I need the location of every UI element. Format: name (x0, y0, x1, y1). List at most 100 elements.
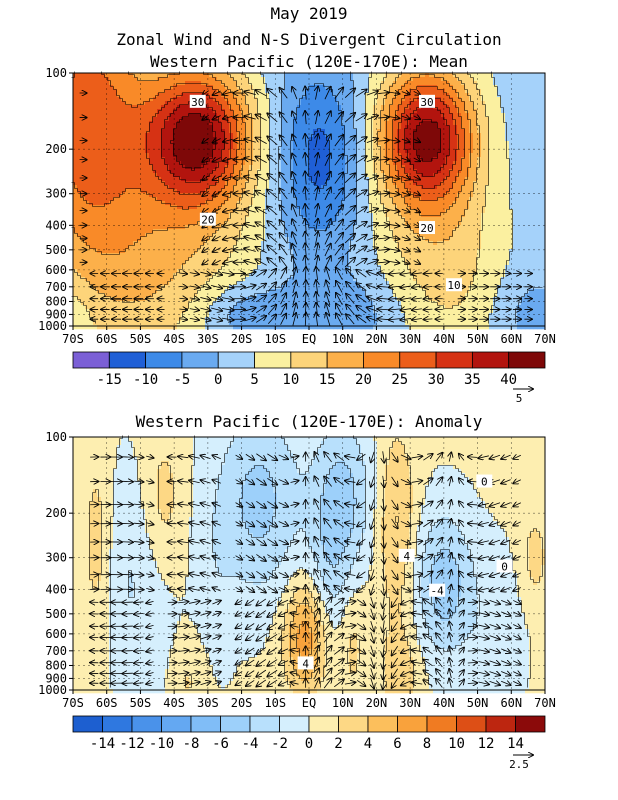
y-tick-label: 700 (45, 644, 67, 658)
x-tick-label: 60N (500, 696, 522, 710)
figure-title-panel1: Western Pacific (120E-170E): Mean (150, 52, 468, 71)
circulation-vectors (79, 86, 532, 326)
x-tick-label: 10N (332, 696, 354, 710)
contour-label: -4 (429, 583, 446, 598)
mean-panel: 3020302010100200300400500600700800900100… (38, 66, 556, 405)
colorbar-label: -15 (97, 372, 122, 388)
colorbar-label: 2 (334, 736, 342, 752)
anomaly-panel: 04-404100200300400500600700800900100070S… (38, 412, 556, 771)
colorbar-label: -10 (149, 736, 174, 752)
y-tick-label: 600 (45, 627, 67, 641)
y-tick-label: 200 (45, 142, 67, 156)
x-tick-label: 50N (467, 696, 489, 710)
y-tick-label: 400 (45, 218, 67, 232)
x-tick-label: EQ (302, 696, 316, 710)
contour-label: 20 (199, 212, 216, 227)
colorbar-swatch (399, 351, 437, 369)
colorbar-label: 5 (250, 372, 258, 388)
contour-label: 30 (189, 94, 206, 109)
colorbar-label: 20 (355, 372, 372, 388)
x-tick-label: 40S (163, 696, 185, 710)
x-tick-label: 60N (500, 332, 522, 346)
y-tick-label: 900 (45, 671, 67, 685)
y-tick-label: 700 (45, 280, 67, 294)
y-tick-label: 800 (45, 294, 67, 308)
colorbar-label: -2 (271, 736, 288, 752)
contour-label: 20 (419, 221, 435, 235)
x-tick-label: 20N (366, 696, 388, 710)
contour-label: 30 (419, 94, 435, 109)
contour-label: 4 (398, 548, 415, 563)
colorbar-swatch (131, 715, 162, 733)
panel-title-anomaly: Western Pacific (120E-170E): Anomaly (136, 412, 483, 431)
y-tick-label: 900 (45, 307, 67, 321)
colorbar-label: -8 (183, 736, 200, 752)
x-tick-label: 10S (264, 696, 286, 710)
colorbar-label: 15 (319, 372, 336, 388)
x-tick-label: 20S (231, 332, 253, 346)
colorbar-swatch (254, 351, 292, 369)
x-tick-label: 30S (197, 696, 219, 710)
colorbar-label: -14 (90, 736, 115, 752)
x-axis: 70S 60S 50S 40S 30S 20S 10S EQ 10N 20N 30N 40N 50N 60… (62, 690, 556, 710)
colorbar-swatch (515, 715, 546, 733)
contour-label: 0 (496, 559, 513, 574)
colorbar-label: 12 (478, 736, 495, 752)
x-tick-label: 50N (467, 332, 489, 346)
colorbar-swatch (279, 715, 310, 733)
colorbar-label: 40 (500, 372, 517, 388)
x-tick-label: 40N (433, 332, 455, 346)
contour-label: 0 (476, 474, 493, 489)
colorbar-label: -10 (133, 372, 158, 388)
filled-contour-field (73, 73, 546, 330)
colorbar-swatch (363, 351, 401, 369)
figure-title-date: May 2019 (270, 4, 348, 23)
vector-scale-label: 5 (516, 392, 523, 405)
colorbar-swatch (217, 351, 255, 369)
colorbar-swatch (426, 715, 457, 733)
x-axis: 70S 60S 50S 40S 30S 20S 10S EQ 10N 20N 30N 40N 50N 60… (62, 326, 556, 346)
colorbar-label: 14 (507, 736, 524, 752)
colorbar-swatch (397, 715, 428, 733)
x-tick-label: 70S (62, 332, 84, 346)
colorbar-swatch (435, 351, 473, 369)
x-tick-label: 70N (534, 696, 556, 710)
y-tick-label: 1000 (38, 319, 67, 333)
colorbar: -14 -12 -10 -8 -6 -4 -2 0 2 4 6 8 10 12 14 (72, 715, 546, 752)
colorbar-label: -12 (119, 736, 144, 752)
y-tick-label: 800 (45, 658, 67, 672)
y-tick-label: 400 (45, 582, 67, 596)
colorbar-swatch (72, 715, 103, 733)
colorbar-swatch (471, 351, 510, 369)
colorbar-swatch (508, 351, 546, 369)
colorbar-swatch (161, 715, 192, 733)
colorbar-swatch (456, 715, 487, 733)
x-tick-label: 40N (433, 696, 455, 710)
colorbar-swatch (72, 351, 110, 369)
x-tick-label: 50S (130, 332, 152, 346)
x-tick-label: 60S (96, 696, 118, 710)
colorbar-label: -4 (242, 736, 259, 752)
grid-lines (73, 73, 545, 326)
y-tick-label: 500 (45, 607, 67, 621)
y-tick-label: 300 (45, 551, 67, 565)
colorbar-swatch (367, 715, 398, 733)
colorbar-swatch (290, 351, 328, 369)
vector-scale: 2.5 (509, 755, 533, 771)
colorbar-label: 10 (282, 372, 299, 388)
vector-scale: 5 (513, 389, 533, 405)
x-tick-label: EQ (302, 332, 316, 346)
colorbar-label: 35 (464, 372, 481, 388)
x-tick-label: 70N (534, 332, 556, 346)
y-tick-label: 100 (45, 430, 67, 444)
contour-label: 10 (445, 278, 462, 292)
filled-contour-field (73, 437, 546, 694)
colorbar-label: 6 (393, 736, 401, 752)
x-tick-label: 50S (130, 696, 152, 710)
x-tick-label: 70S (62, 696, 84, 710)
colorbar-label: 4 (364, 736, 372, 752)
colorbar-swatch (102, 715, 133, 733)
colorbar-swatch (338, 715, 369, 733)
